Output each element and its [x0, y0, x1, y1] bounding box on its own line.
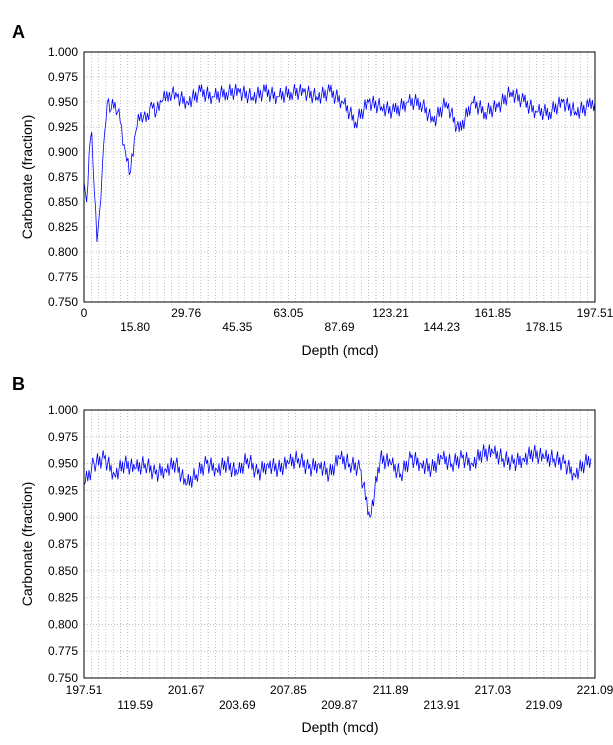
panel-a-y-tick-label: 0.825: [48, 220, 78, 234]
panel-a-y-tick-label: 0.900: [48, 145, 78, 159]
panel-a-plot-frame: [83, 51, 596, 303]
panel-a-y-tick-label: 0.775: [48, 270, 78, 284]
panel-a-y-tick-label: 0.925: [48, 120, 78, 134]
panel-b-letter: B: [12, 374, 25, 394]
panel-b-x-tick-labels: 197.51 201.67 207.85 211.89 217.03 221.09 119.…: [66, 683, 613, 712]
panel-b-series: [83, 444, 592, 519]
panel-b-x-tick-label: 203.69: [219, 698, 256, 712]
panel-b-x-tick-label: 197.51: [66, 683, 103, 697]
panel-b-x-tick-label: 211.89: [373, 683, 409, 697]
panel-a-y-axis-title: Carbonate (fraction): [19, 115, 35, 240]
panel-a-x-tick-label: 197.51: [577, 306, 613, 320]
panel-b-x-tick-label: 201.67: [168, 683, 205, 697]
panel-a-y-tick-labels: 1.000 0.975 0.950 0.925 0.900 0.875 0.850 0.825…: [48, 45, 78, 309]
panel-b-y-tick-label: 0.875: [48, 537, 78, 551]
panel-a-x-tick-label: 123.21: [372, 306, 409, 320]
panel-a-x-tick-label: 15.80: [120, 320, 150, 334]
panel-a: A 1.000 0.975 0.950 0.925 0.900 0.875 0.850 0.8…: [12, 22, 613, 358]
panel-a-y-tick-label: 0.950: [48, 95, 78, 109]
panel-a-y-tick-label: 0.850: [48, 195, 78, 209]
panel-b-grid: [84, 409, 595, 679]
panel-b-x-tick-label: 209.87: [321, 698, 358, 712]
panel-a-y-tick-label: 0.750: [48, 295, 78, 309]
panel-b-y-tick-labels: 1.000 0.975 0.950 0.925 0.900 0.875 0.850 0.825…: [48, 403, 78, 685]
panel-b-y-tick-label: 0.900: [48, 510, 78, 524]
panel-a-x-tick-label: 87.69: [324, 320, 354, 334]
panel-a-x-tick-label: 63.05: [273, 306, 303, 320]
carbonate-series-line: [83, 83, 596, 243]
panel-a-x-tick-label: 29.76: [171, 306, 201, 320]
panel-b-y-tick-label: 0.850: [48, 564, 78, 578]
panel-b-y-tick-label: 0.950: [48, 457, 78, 471]
panel-a-letter: A: [12, 22, 25, 42]
panel-a-y-tick-label: 0.875: [48, 170, 78, 184]
panel-b-y-tick-label: 0.775: [48, 644, 78, 658]
panel-a-x-tick-labels: 0 29.76 63.05 123.21 161.85 197.51 15.80 45.35 8…: [81, 306, 613, 334]
panel-a-x-tick-label: 161.85: [474, 306, 511, 320]
panel-b-x-axis-title: Depth (mcd): [301, 719, 378, 735]
panel-b: B 1.000 0.975 0.950 0.925 0.900 0.875 0.850 0.8…: [12, 374, 613, 735]
panel-b-y-tick-label: 0.925: [48, 483, 78, 497]
panel-b-y-tick-label: 1.000: [48, 403, 78, 417]
panel-a-series: [83, 83, 596, 243]
panel-b-y-tick-label: 0.975: [48, 430, 78, 444]
panel-b-y-tick-label: 0.750: [48, 671, 78, 685]
panel-b-plot-frame: [83, 409, 596, 679]
panel-a-y-tick-label: 0.800: [48, 245, 78, 259]
panel-b-x-tick-label: 213.91: [423, 698, 460, 712]
panel-b-y-tick-label: 0.800: [48, 617, 78, 631]
panel-a-x-tick-label: 45.35: [222, 320, 252, 334]
panel-b-x-tick-label: 207.85: [270, 683, 307, 697]
panel-b-x-tick-label: 221.09: [577, 683, 613, 697]
panel-b-x-tick-label: 219.09: [526, 698, 563, 712]
panel-a-grid: [84, 51, 595, 303]
panel-b-y-axis-title: Carbonate (fraction): [19, 482, 35, 607]
panel-a-x-axis-title: Depth (mcd): [301, 342, 378, 358]
panel-a-x-tick-label: 178.15: [526, 320, 563, 334]
carbonate-series-line: [83, 444, 592, 519]
panel-b-x-tick-label: 119.59: [117, 698, 153, 712]
panel-b-x-tick-label: 217.03: [474, 683, 511, 697]
panel-b-y-tick-label: 0.825: [48, 591, 78, 605]
panel-a-x-tick-label: 0: [81, 306, 88, 320]
panel-a-x-tick-label: 144.23: [423, 320, 460, 334]
panel-a-y-tick-label: 0.975: [48, 70, 78, 84]
panel-a-y-tick-label: 1.000: [48, 45, 78, 59]
